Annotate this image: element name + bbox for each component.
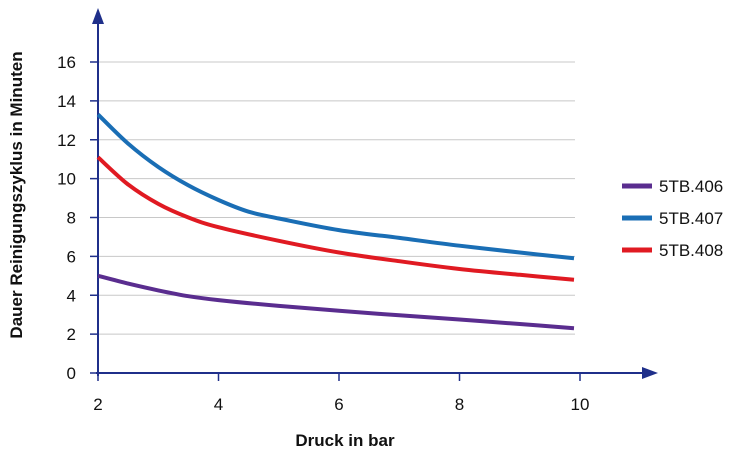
y-tick-label: 4 — [67, 286, 76, 305]
legend-label: 5TB.407 — [659, 209, 723, 228]
x-tick-label: 4 — [214, 395, 223, 414]
series-line-5TB.408 — [96, 155, 575, 282]
series-line-5TB.406 — [97, 273, 575, 331]
x-axis-arrow-icon — [642, 367, 658, 379]
x-tick-labels: 2 4 6 8 10 — [93, 395, 589, 414]
legend-label: 5TB.406 — [659, 177, 723, 196]
axes — [92, 8, 658, 379]
y-axis-title: Dauer Reinigungszyklus in Minuten — [7, 51, 26, 338]
series-line-5TB.407 — [96, 113, 575, 261]
x-axis-title: Druck in bar — [295, 431, 395, 450]
y-tick-label: 0 — [67, 364, 76, 383]
x-tick-label: 8 — [455, 395, 464, 414]
x-tick-label: 6 — [334, 395, 343, 414]
y-tick-label: 6 — [67, 247, 76, 266]
legend: 5TB.406 5TB.407 5TB.408 — [622, 177, 723, 260]
y-axis-arrow-icon — [92, 8, 104, 24]
x-tick-label: 2 — [93, 395, 102, 414]
y-tick-label: 8 — [67, 209, 76, 228]
y-tick-label: 10 — [57, 170, 76, 189]
grid-lines — [90, 61, 581, 381]
y-tick-labels: 0 2 4 6 8 10 12 14 16 — [57, 53, 76, 383]
y-tick-label: 12 — [57, 131, 76, 150]
y-tick-label: 16 — [57, 53, 76, 72]
series-lines — [96, 113, 575, 331]
legend-label: 5TB.408 — [659, 241, 723, 260]
y-tick-label: 14 — [57, 92, 76, 111]
y-tick-label: 2 — [67, 325, 76, 344]
x-tick-label: 10 — [571, 395, 590, 414]
